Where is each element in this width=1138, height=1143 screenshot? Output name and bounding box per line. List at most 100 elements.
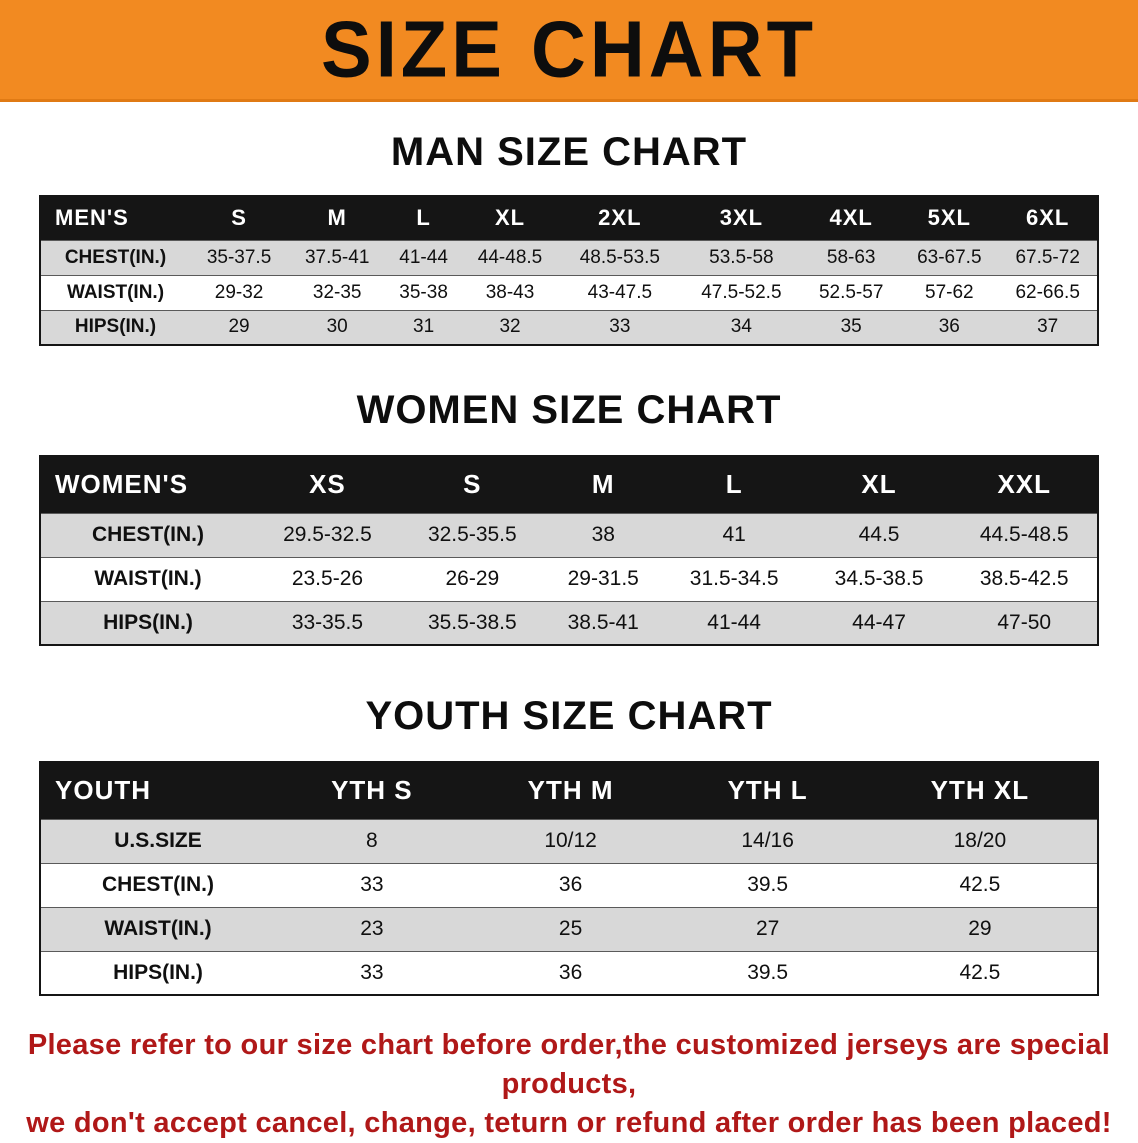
disclaimer: Please refer to our size chart before or… xyxy=(0,1026,1138,1143)
youth-size-table: YOUTH YTH S YTH M YTH L YTH XL U.S.SIZE 8 10/12… xyxy=(39,761,1099,996)
size-value: 42.5 xyxy=(862,950,1098,995)
size-column-header: XL xyxy=(460,196,560,240)
size-value: 36 xyxy=(900,309,999,345)
table-header-row: MEN'S S M L XL 2XL 3XL 4XL 5XL 6XL xyxy=(40,196,1098,240)
table-row: CHEST(IN.) 33 36 39.5 42.5 xyxy=(40,862,1098,907)
size-column-header: YTH M xyxy=(468,762,673,819)
size-value: 42.5 xyxy=(862,862,1098,907)
size-chart-banner: SIZE CHART xyxy=(0,0,1138,102)
table-row: CHEST(IN.) 29.5-32.5 32.5-35.5 38 41 44.5 44.5… xyxy=(40,512,1098,557)
table-row: WAIST(IN.) 29-32 32-35 35-38 38-43 43-47.5 47.… xyxy=(40,274,1098,310)
youth-section-heading: YOUTH SIZE CHART xyxy=(365,694,773,738)
table-row: WAIST(IN.) 23 25 27 29 xyxy=(40,906,1098,951)
size-value: 25 xyxy=(468,906,673,951)
size-value: 53.5-58 xyxy=(680,239,803,275)
men-section-heading: MAN SIZE CHART xyxy=(390,130,748,174)
size-value: 37 xyxy=(998,309,1098,345)
men-size-table: MEN'S S M L XL 2XL 3XL 4XL 5XL 6XL CHEST(IN.) 35-37… xyxy=(39,195,1099,346)
size-column-header: S xyxy=(399,456,545,513)
size-value: 58-63 xyxy=(802,239,901,275)
size-value: 43-47.5 xyxy=(559,274,681,310)
size-value: 34.5-38.5 xyxy=(806,556,952,601)
size-value: 33 xyxy=(559,309,681,345)
size-value: 35-37.5 xyxy=(190,239,289,275)
size-value: 39.5 xyxy=(672,950,863,995)
row-label: WAIST(IN.) xyxy=(40,556,255,601)
size-value: 32-35 xyxy=(288,274,387,310)
size-value: 62-66.5 xyxy=(998,274,1098,310)
row-label: HIPS(IN.) xyxy=(40,950,275,995)
row-label: HIPS(IN.) xyxy=(40,600,255,645)
size-value: 26-29 xyxy=(399,556,545,601)
row-label: CHEST(IN.) xyxy=(40,512,255,557)
disclaimer-line-2: we don't accept cancel, change, teturn o… xyxy=(26,1107,1112,1140)
row-label: WAIST(IN.) xyxy=(40,906,275,951)
size-column-header: M xyxy=(288,196,387,240)
table-header-row: YOUTH YTH S YTH M YTH L YTH XL xyxy=(40,762,1098,819)
row-label: U.S.SIZE xyxy=(40,818,275,863)
size-value: 31.5-34.5 xyxy=(661,556,807,601)
size-column-header: YTH XL xyxy=(862,762,1098,819)
table-row: HIPS(IN.) 33 36 39.5 42.5 xyxy=(40,950,1098,995)
size-column-header: 5XL xyxy=(900,196,999,240)
size-column-header: 4XL xyxy=(802,196,901,240)
size-value: 36 xyxy=(468,950,673,995)
table-row: HIPS(IN.) 29 30 31 32 33 34 35 36 37 xyxy=(40,309,1098,345)
size-value: 29 xyxy=(862,906,1098,951)
table-corner-label: WOMEN'S xyxy=(40,456,255,513)
size-column-header: YTH S xyxy=(275,762,469,819)
size-value: 39.5 xyxy=(672,862,863,907)
size-value: 8 xyxy=(275,818,469,863)
size-value: 44-48.5 xyxy=(460,239,560,275)
size-value: 33 xyxy=(275,862,469,907)
size-value: 29-32 xyxy=(190,274,289,310)
table-row: U.S.SIZE 8 10/12 14/16 18/20 xyxy=(40,818,1098,863)
size-value: 14/16 xyxy=(672,818,863,863)
size-value: 47-50 xyxy=(951,600,1098,645)
size-column-header: S xyxy=(190,196,289,240)
size-value: 38.5-42.5 xyxy=(951,556,1098,601)
size-value: 35-38 xyxy=(386,274,461,310)
size-value: 44.5 xyxy=(806,512,952,557)
table-header-row: WOMEN'S XS S M L XL XXL xyxy=(40,456,1098,513)
size-column-header: 3XL xyxy=(680,196,803,240)
women-size-section: WOMEN SIZE CHART WOMEN'S XS S M L XL XXL CHEST(… xyxy=(0,346,1138,646)
size-column-header: L xyxy=(661,456,807,513)
size-value: 44-47 xyxy=(806,600,952,645)
size-value: 35 xyxy=(802,309,901,345)
size-column-header: 2XL xyxy=(559,196,681,240)
size-value: 37.5-41 xyxy=(288,239,387,275)
row-label: CHEST(IN.) xyxy=(40,862,275,907)
table-row: HIPS(IN.) 33-35.5 35.5-38.5 38.5-41 41-44 44-… xyxy=(40,600,1098,645)
size-value: 44.5-48.5 xyxy=(951,512,1098,557)
youth-size-section: YOUTH SIZE CHART YOUTH YTH S YTH M YTH L YTH… xyxy=(0,646,1138,996)
size-value: 23 xyxy=(275,906,469,951)
women-size-table: WOMEN'S XS S M L XL XXL CHEST(IN.) 29.5-32.5 32.5… xyxy=(39,455,1099,646)
size-value: 10/12 xyxy=(468,818,673,863)
size-value: 34 xyxy=(680,309,803,345)
size-value: 31 xyxy=(386,309,461,345)
size-value: 29.5-32.5 xyxy=(255,512,400,557)
size-value: 32.5-35.5 xyxy=(399,512,545,557)
size-value: 63-67.5 xyxy=(900,239,999,275)
banner-title: SIZE CHART xyxy=(321,4,817,95)
size-column-header: XS xyxy=(255,456,400,513)
size-column-header: XXL xyxy=(951,456,1098,513)
table-corner-label: MEN'S xyxy=(40,196,190,240)
size-value: 41-44 xyxy=(661,600,807,645)
size-column-header: XL xyxy=(806,456,952,513)
size-value: 33-35.5 xyxy=(255,600,400,645)
size-value: 35.5-38.5 xyxy=(399,600,545,645)
size-value: 30 xyxy=(288,309,387,345)
size-value: 41 xyxy=(661,512,807,557)
size-value: 33 xyxy=(275,950,469,995)
size-value: 29-31.5 xyxy=(544,556,662,601)
size-value: 38.5-41 xyxy=(544,600,662,645)
disclaimer-line-1: Please refer to our size chart before or… xyxy=(27,1029,1111,1101)
size-value: 67.5-72 xyxy=(998,239,1098,275)
row-label: WAIST(IN.) xyxy=(40,274,190,310)
size-value: 23.5-26 xyxy=(255,556,400,601)
size-value: 38-43 xyxy=(460,274,560,310)
size-value: 47.5-52.5 xyxy=(680,274,803,310)
table-corner-label: YOUTH xyxy=(40,762,275,819)
